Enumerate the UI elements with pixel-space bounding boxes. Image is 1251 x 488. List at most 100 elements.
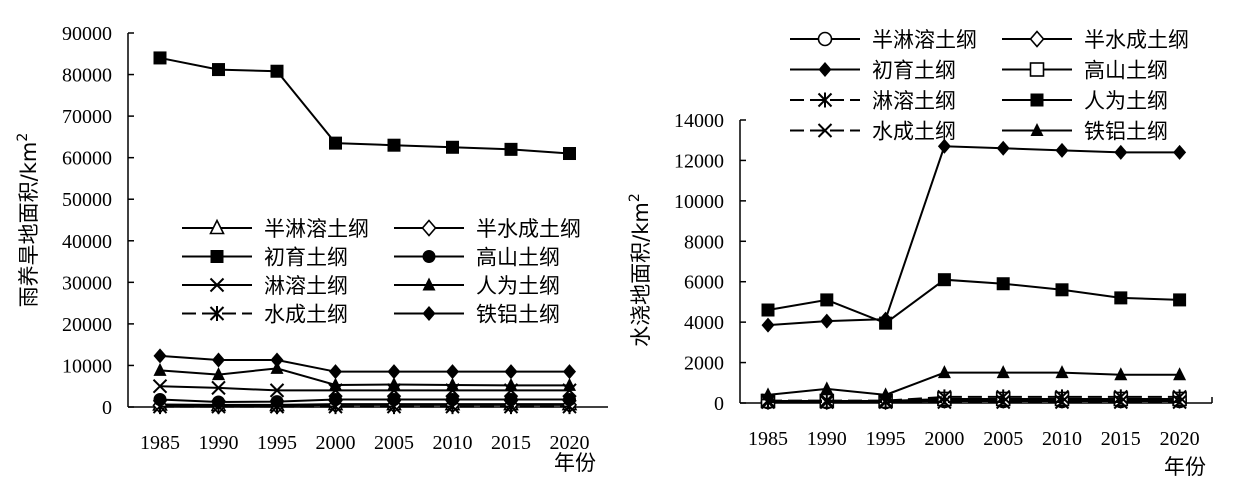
data-point — [269, 399, 285, 415]
x-axis-title: 年份 — [1164, 455, 1206, 479]
data-point — [1114, 291, 1128, 305]
data-point — [820, 381, 834, 395]
data-point — [329, 364, 342, 380]
legend-item: 铁铝土纲 — [1002, 120, 1168, 144]
series-7 — [152, 399, 577, 415]
data-point — [819, 394, 835, 410]
data-point — [1114, 367, 1128, 381]
legend-item: 人为土纲 — [1002, 89, 1168, 113]
legend-label: 铁铝土纲 — [1084, 120, 1168, 144]
legend-marker — [209, 218, 225, 235]
data-point — [212, 63, 225, 77]
x-tick-label: 2010 — [433, 432, 473, 454]
legend-label: 半水成土纲 — [476, 217, 581, 241]
x-tick-label: 2005 — [983, 428, 1023, 450]
y-tick-label: 60000 — [62, 148, 112, 170]
data-point — [387, 364, 401, 380]
data-point — [387, 377, 401, 391]
data-point — [504, 142, 518, 156]
legend-item: 高山土纲 — [1002, 59, 1168, 83]
x-tick-label: 1995 — [257, 432, 297, 454]
legend-label: 淋溶土纲 — [264, 274, 348, 298]
series-8 — [153, 348, 576, 380]
data-point — [995, 394, 1011, 410]
data-point — [152, 379, 168, 394]
legend-item: 高山土纲 — [394, 246, 560, 270]
legend-item: 初育土纲 — [182, 246, 348, 270]
y-tick-label: 14000 — [674, 110, 724, 132]
x-tick-label: 1990 — [807, 428, 847, 450]
legend-marker — [209, 306, 225, 321]
legend-item: 水成土纲 — [790, 120, 956, 144]
legend-item: 初育土纲 — [790, 59, 956, 83]
data-point — [269, 383, 285, 398]
data-point — [996, 365, 1010, 379]
y-tick-label: 10000 — [62, 355, 112, 377]
legend-item: 铁铝土纲 — [394, 303, 560, 327]
legend-marker — [818, 62, 832, 77]
data-point — [1055, 283, 1069, 297]
x-tick-label: 2015 — [491, 432, 531, 454]
data-point — [446, 364, 459, 380]
legend-marker — [1030, 123, 1044, 136]
data-point — [445, 399, 460, 415]
legend-label: 半淋溶土纲 — [264, 217, 369, 241]
legend-marker — [1029, 30, 1045, 48]
legend-item: 半淋溶土纲 — [790, 28, 977, 52]
x-tick-label: 1995 — [866, 428, 906, 450]
legend-label: 高山土纲 — [476, 246, 560, 270]
y-tick-label: 40000 — [62, 231, 112, 253]
x-axis-title: 年份 — [554, 451, 596, 475]
data-point — [212, 352, 225, 368]
x-tick-label: 1985 — [748, 428, 788, 450]
series-line — [159, 367, 570, 387]
y-tick-label: 30000 — [62, 272, 112, 294]
series-7 — [760, 394, 1187, 410]
y-axis-title: 水浇地面积/km2 — [627, 193, 653, 347]
series-8 — [761, 365, 1187, 401]
y-axis-title: 雨养旱地面积/km2 — [15, 133, 41, 308]
y-tick-label: 4000 — [684, 312, 724, 334]
y-tick-label: 10000 — [674, 191, 724, 213]
legend-marker — [422, 250, 436, 263]
series-line — [159, 385, 570, 392]
data-point — [1113, 394, 1129, 410]
data-point — [1055, 142, 1069, 158]
y-tick-label: 6000 — [684, 272, 724, 294]
legend-label: 初育土纲 — [264, 246, 348, 270]
data-point — [1173, 367, 1187, 381]
legend-label: 初育土纲 — [872, 59, 956, 83]
data-point — [996, 140, 1010, 156]
legend-marker — [817, 31, 833, 47]
x-tick-label: 2000 — [316, 432, 356, 454]
y-axis-title-group: 水浇地面积/km2 — [627, 193, 653, 347]
data-point — [1173, 144, 1187, 160]
data-point — [761, 317, 775, 333]
legend-marker — [1029, 62, 1045, 77]
legend-marker — [421, 219, 437, 237]
data-point — [1173, 293, 1187, 307]
legend-marker — [422, 277, 436, 291]
legend-item: 水成土纲 — [182, 303, 348, 327]
data-point — [153, 348, 167, 364]
data-point — [503, 399, 519, 415]
y-tick-label: 20000 — [62, 314, 112, 336]
data-point — [329, 377, 342, 391]
legend-item: 半水成土纲 — [394, 217, 581, 241]
x-tick-label: 2015 — [1101, 428, 1141, 450]
irrigated-land-chart: 0 2000 4000 6000 8000 10000 12000 14000 1985 1990… — [627, 28, 1213, 479]
data-point — [211, 399, 226, 415]
legend-marker — [817, 123, 833, 138]
data-point — [504, 377, 518, 391]
data-point — [446, 140, 459, 154]
data-point — [504, 364, 518, 380]
series-line — [159, 56, 570, 155]
series-line — [159, 398, 570, 404]
series-3 — [153, 51, 576, 161]
legend-label: 水成土纲 — [872, 120, 956, 144]
data-point — [819, 393, 835, 409]
legend-marker — [817, 92, 833, 108]
data-point — [563, 147, 576, 161]
